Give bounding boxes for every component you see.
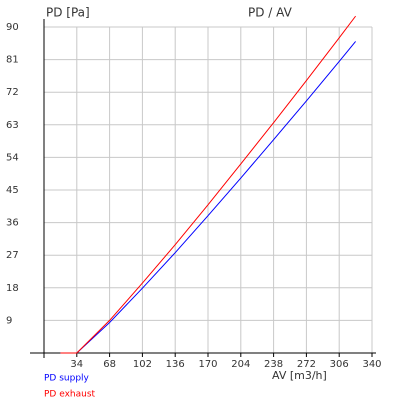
y-tick-label: 27 <box>6 250 19 261</box>
data-line <box>60 41 356 354</box>
x-tick-label: 306 <box>330 359 349 370</box>
y-tick-label: 90 <box>6 22 19 33</box>
y-tick-label: 81 <box>6 55 19 66</box>
x-tick-label: 136 <box>166 359 185 370</box>
x-tick-label: 102 <box>133 359 152 370</box>
y-tick-label: 63 <box>6 120 19 131</box>
legend-label: PD supply <box>44 374 90 384</box>
x-axis-label: AV [m3/h] <box>272 369 327 382</box>
x-tick-label: 34 <box>70 359 83 370</box>
chart-title: PD / AV <box>248 6 293 20</box>
y-tick-label: 45 <box>6 185 19 196</box>
y-tick-label: 54 <box>6 152 19 163</box>
y-axis-label: PD [Pa] <box>46 6 90 20</box>
y-tick-label: 72 <box>6 87 19 98</box>
legend-label: PD exhaust <box>44 390 96 400</box>
x-tick-label: 204 <box>231 359 250 370</box>
x-tick-label: 68 <box>103 359 116 370</box>
x-tick-label: 272 <box>297 359 316 370</box>
y-tick-label: 18 <box>6 283 19 294</box>
x-tick-label: 340 <box>362 359 381 370</box>
x-tick-label: 238 <box>264 359 283 370</box>
y-tick-label: 9 <box>6 315 12 326</box>
data-line <box>60 15 356 354</box>
x-tick-label: 170 <box>198 359 217 370</box>
y-tick-label: 36 <box>6 218 19 229</box>
